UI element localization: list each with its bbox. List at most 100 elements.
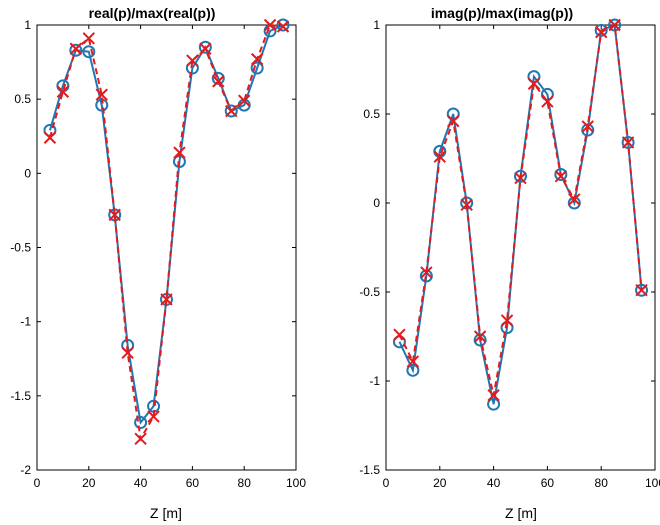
data-point-circle: [406, 363, 420, 377]
cross-stroke: [487, 389, 500, 402]
x-tick-label: 20: [433, 476, 447, 490]
cross-stroke: [160, 293, 173, 306]
chart-title-real: real(p)/max(real(p)): [89, 5, 216, 21]
data-point-cross: [393, 328, 406, 341]
cross-stroke: [406, 355, 420, 368]
data-point-cross: [237, 94, 251, 107]
cross-stroke: [635, 284, 648, 297]
chart-title-imag: imag(p)/max(imag(p)): [431, 5, 573, 21]
y-tick-label: -1.5: [359, 463, 380, 477]
cross-stroke: [263, 18, 277, 32]
cross-stroke: [541, 95, 554, 108]
cross-stroke: [473, 330, 487, 343]
data-point-cross: [541, 95, 554, 108]
data-point-circle: [224, 104, 238, 118]
y-tick-label: 0: [24, 166, 31, 180]
y-tick-label: -0.5: [359, 285, 380, 299]
cross-stroke: [250, 52, 264, 66]
y-tick-label: 0.5: [14, 92, 31, 106]
data-point-circle: [527, 70, 541, 84]
series-line-2: [48, 23, 284, 442]
data-point-cross: [473, 330, 487, 343]
cross-stroke: [581, 120, 594, 133]
x-tick-label: 40: [134, 476, 148, 490]
y-tick-label: -1: [369, 374, 380, 388]
data-point-cross: [56, 85, 70, 98]
data-point-circle: [198, 40, 212, 54]
cross-stroke: [514, 171, 527, 185]
cross-stroke: [500, 314, 514, 327]
data-point-cross: [95, 88, 108, 101]
data-point-cross: [527, 77, 541, 90]
data-point-circle: [594, 23, 608, 37]
cross-stroke: [554, 170, 568, 183]
cross-stroke: [82, 32, 96, 45]
cross-stroke: [608, 18, 621, 32]
data-point-cross: [500, 314, 514, 327]
cross-stroke: [95, 88, 108, 101]
data-point-cross: [554, 170, 568, 183]
data-point-cross: [186, 54, 199, 67]
cross-stroke: [212, 75, 225, 88]
data-point-cross: [447, 114, 460, 128]
cross-stroke: [108, 208, 121, 222]
data-point-cross: [160, 293, 173, 306]
data-point-cross: [121, 346, 134, 360]
data-point-circle: [554, 168, 568, 182]
cross-stroke: [447, 114, 460, 128]
x-tick-label: 100: [645, 476, 660, 490]
x-tick-label: 80: [238, 476, 252, 490]
data-point-cross: [433, 150, 447, 163]
data-point-cross: [514, 171, 527, 185]
data-point-cross: [199, 42, 212, 55]
subplot-real: real(p)/max(real(p)) Z [m] 0 20 40 60 80 100 -…: [10, 5, 306, 521]
plot-area-frame: [385, 24, 656, 471]
cross-stroke: [237, 94, 251, 107]
y-tick-label: -1.5: [10, 389, 31, 403]
y-tick-label: 0.5: [363, 107, 380, 121]
data-point-cross: [406, 355, 420, 368]
data-point-cross: [250, 52, 264, 66]
y-tick-label: -0.5: [10, 241, 31, 255]
cross-stroke: [621, 136, 635, 149]
series-line-1: [398, 23, 643, 405]
x-tick-label: 40: [487, 476, 501, 490]
y-tick-label: -2: [20, 463, 31, 477]
y-tick-label: 1: [373, 18, 380, 32]
data-point-circle: [473, 333, 487, 347]
data-point-cross: [608, 18, 621, 32]
data-point-circle: [514, 169, 527, 183]
data-point-cross: [173, 146, 186, 159]
data-point-cross: [147, 410, 160, 423]
cross-stroke: [527, 77, 541, 90]
x-tick-label: 100: [286, 476, 306, 490]
x-axis-label-imag: Z [m]: [505, 505, 537, 521]
data-point-circle: [250, 61, 264, 75]
data-point-circle: [500, 321, 514, 335]
x-tick-label: 60: [186, 476, 200, 490]
data-point-cross: [276, 20, 290, 33]
x-tick-label: 80: [595, 476, 609, 490]
y-tick-label: 0: [373, 196, 380, 210]
data-point-cross: [420, 266, 433, 279]
data-point-cross: [82, 32, 96, 45]
cross-stroke: [594, 25, 608, 39]
data-point-cross: [225, 104, 238, 118]
data-point-cross: [487, 389, 500, 402]
cross-stroke: [199, 42, 212, 55]
series-line-2: [398, 23, 643, 396]
data-point-cross: [460, 198, 473, 211]
data-point-cross: [635, 284, 648, 297]
data-point-circle: [276, 18, 290, 32]
plot-area-frame: [36, 24, 297, 471]
cross-stroke: [43, 131, 57, 144]
data-point-cross: [43, 131, 57, 144]
series-line-1: [48, 24, 284, 425]
data-point-circle: [69, 43, 83, 57]
data-point-cross: [581, 120, 594, 133]
y-tick-label: 1: [24, 18, 31, 32]
cross-stroke: [69, 42, 83, 55]
data-point-cross: [212, 75, 225, 88]
subplot-imag: imag(p)/max(imag(p)) Z [m] 0 20 40 60 80 100 -…: [359, 5, 660, 521]
data-point-cross: [69, 42, 83, 55]
